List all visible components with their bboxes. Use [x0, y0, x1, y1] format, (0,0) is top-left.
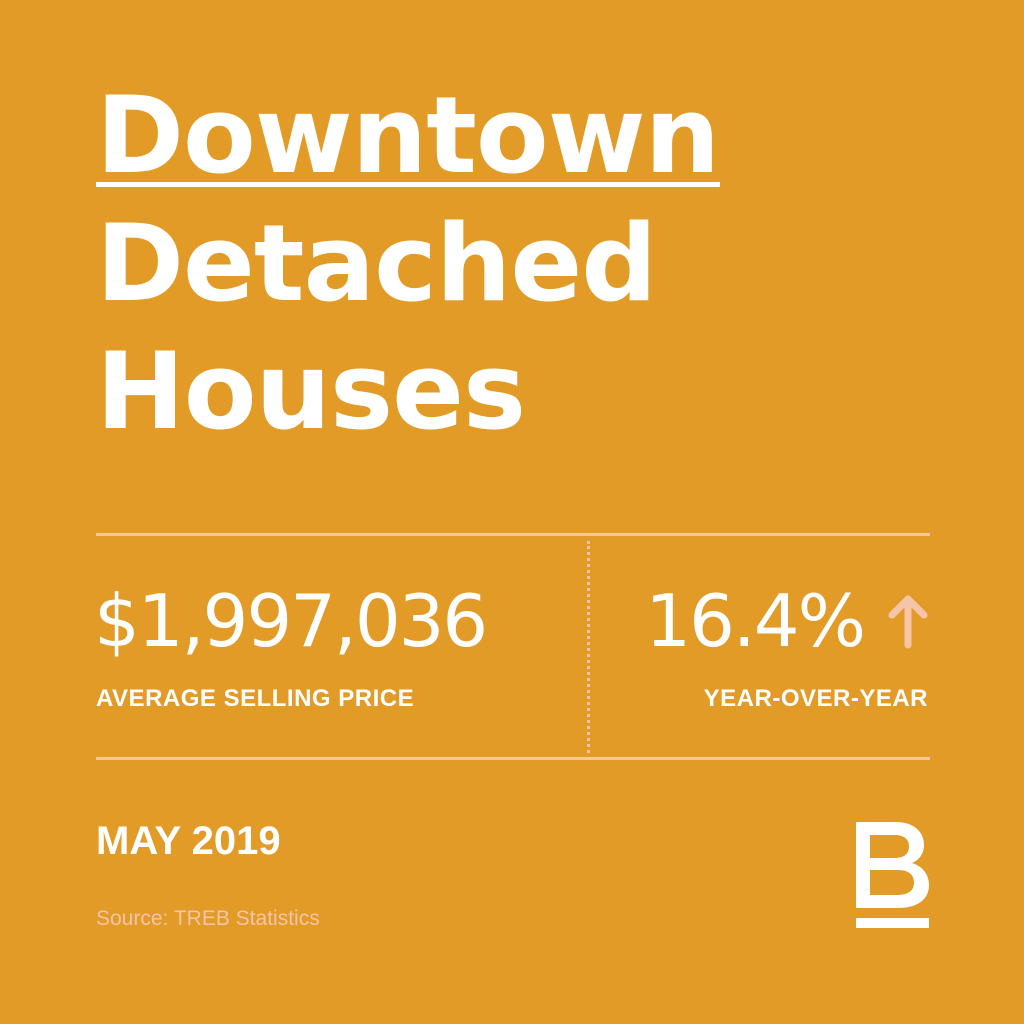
- headline: Downtown Detached Houses: [96, 72, 720, 456]
- yoy-change-value: 16.4%: [645, 579, 866, 663]
- yoy-change-row: 16.4%: [645, 576, 930, 666]
- headline-line-downtown: Downtown: [96, 74, 720, 197]
- source-note: Source: TREB Statistics: [96, 907, 320, 930]
- yoy-change-label: YEAR-OVER-YEAR: [703, 685, 928, 712]
- arrow-up-icon: [888, 595, 928, 649]
- stats-dotted-divider: [587, 541, 590, 753]
- headline-underline: [96, 182, 720, 187]
- brand-b-logo-icon: [856, 822, 929, 928]
- stats-bottom-rule: [96, 757, 930, 760]
- report-date: MAY 2019: [96, 819, 281, 863]
- average-price-label: AVERAGE SELLING PRICE: [96, 685, 415, 712]
- headline-line-houses: Houses: [96, 330, 526, 453]
- headline-line-detached: Detached: [96, 202, 657, 325]
- stats-top-rule: [96, 533, 930, 536]
- average-price-value: $1,997,036: [94, 579, 488, 663]
